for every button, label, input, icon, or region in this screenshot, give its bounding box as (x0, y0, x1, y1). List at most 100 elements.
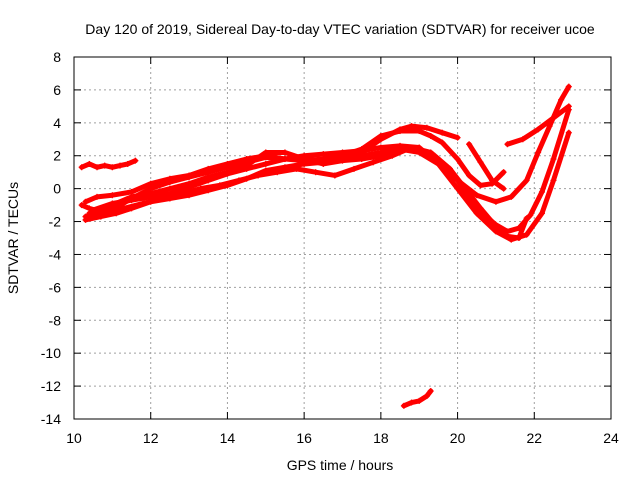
y-tick-label-4: 4 (53, 115, 61, 131)
y-tick-label-0: 0 (53, 181, 61, 197)
data-point-arc-10-3 (423, 392, 430, 399)
data-point-arc-3-22 (466, 172, 473, 179)
data-point-arc-1-2 (94, 164, 101, 171)
data-point-arc-3-17 (397, 128, 404, 135)
data-point-arc-9-4 (565, 103, 572, 110)
data-point-arc-7-0 (82, 216, 89, 223)
data-point-arc-6-23 (523, 231, 530, 238)
data-point-arc-3-16 (377, 132, 384, 139)
data-point-arc-4-21 (492, 198, 499, 205)
data-point-arc-6-20 (473, 210, 480, 217)
y-axis: -14 -12 -10 -8 -6 -4 -2 0 2 4 6 8 (41, 49, 611, 427)
data-point-arc-7-9 (243, 175, 250, 182)
data-point-arc-7-6 (186, 192, 193, 199)
data-point-arc-6-11 (301, 152, 308, 159)
data-point-arc-4-10 (281, 149, 288, 156)
data-point-arc-7-11 (281, 164, 288, 171)
y-tick-label-6: 6 (53, 82, 61, 98)
y-tick-label-8: 8 (53, 49, 61, 65)
data-point-arc-3-9 (243, 156, 250, 163)
x-tick-label-16: 16 (296, 430, 312, 446)
data-point-arc-4-23 (523, 177, 530, 184)
data-point-arc-2-22 (454, 134, 461, 141)
data-point-arc-1-1 (86, 160, 93, 167)
data-point-arc-9-0 (504, 141, 511, 148)
y-tick-label--12: -12 (41, 378, 61, 394)
data-point-arc-7-16 (377, 149, 384, 156)
data-point-arc-7-24 (504, 233, 511, 240)
data-point-arc-3-25 (500, 169, 507, 176)
data-point-arc-8-1 (477, 159, 484, 166)
data-point-arc-7-21 (462, 185, 469, 192)
data-point-arc-3-8 (224, 160, 231, 167)
x-tick-label-20: 20 (450, 430, 466, 446)
data-point-arc-3-5 (166, 175, 173, 182)
series-line-arc-8 (466, 141, 507, 192)
x-tick-label-18: 18 (373, 430, 389, 446)
data-point-arc-8-2 (489, 177, 496, 184)
data-point-arc-10-2 (416, 397, 423, 404)
data-point-arc-7-22 (477, 205, 484, 212)
data-point-arc-1-4 (109, 164, 116, 171)
data-point-arc-5-13 (331, 172, 338, 179)
series-arc-8 (466, 141, 507, 192)
data-point-arc-5-27 (550, 156, 557, 163)
data-point-arc-6-5 (186, 183, 193, 190)
data-point-arc-6-26 (565, 129, 572, 136)
data-point-arc-1-5 (117, 162, 124, 169)
data-point-arc-7-13 (320, 159, 327, 166)
data-point-arc-10-4 (427, 388, 434, 395)
data-point-arc-7-26 (523, 215, 530, 222)
data-point-arc-4-26 (558, 96, 565, 103)
data-point-arc-7-5 (166, 195, 173, 202)
data-point-arc-3-18 (416, 128, 423, 135)
data-point-arc-4-9 (262, 149, 269, 156)
data-point-arc-6-2 (128, 197, 135, 204)
y-tick-label--2: -2 (49, 214, 62, 230)
data-point-arc-3-6 (186, 172, 193, 179)
data-point-arc-8-3 (500, 185, 507, 192)
data-point-arc-2-0 (78, 202, 85, 209)
data-point-arc-8-0 (466, 141, 473, 148)
data-point-arc-2-19 (408, 123, 415, 130)
data-point-arc-9-3 (550, 114, 557, 121)
data-point-arc-3-2 (109, 192, 116, 199)
data-point-arc-6-9 (262, 160, 269, 167)
data-point-arc-4-20 (473, 192, 480, 199)
y-tick-label--8: -8 (49, 312, 62, 328)
data-point-arc-2-21 (439, 129, 446, 136)
data-point-arc-7-19 (431, 152, 438, 159)
data-point-arc-1-6 (124, 160, 131, 167)
data-point-arc-6-13 (339, 149, 346, 156)
data-point-arc-10-0 (400, 402, 407, 409)
data-point-arc-4-27 (565, 83, 572, 90)
data-point-arc-7-14 (339, 156, 346, 163)
data-point-arc-5-25 (527, 211, 534, 218)
data-point-arc-6-19 (454, 185, 461, 192)
data-point-arc-6-24 (538, 210, 545, 217)
data-point-arc-2-20 (423, 124, 430, 131)
data-point-arc-7-18 (416, 146, 423, 153)
y-tick-label--10: -10 (41, 345, 61, 361)
x-tick-label-14: 14 (220, 430, 236, 446)
data-point-arc-6-12 (320, 151, 327, 158)
series-layer (78, 83, 572, 409)
data-point-arc-6-7 (224, 170, 231, 177)
data-point-arc-7-2 (113, 210, 120, 217)
data-point-arc-6-1 (109, 200, 116, 207)
data-point-arc-7-3 (128, 205, 135, 212)
x-axis: 10 12 14 16 18 20 22 24 (66, 57, 619, 446)
data-point-arc-4-24 (535, 149, 542, 156)
x-tick-label-22: 22 (526, 430, 542, 446)
data-point-arc-3-20 (439, 139, 446, 146)
y-tick-label--14: -14 (41, 411, 61, 427)
data-point-arc-10-1 (408, 399, 415, 406)
y-tick-label--4: -4 (49, 246, 62, 262)
data-point-arc-7-15 (358, 152, 365, 159)
data-point-arc-7-25 (515, 235, 522, 241)
x-axis-label: GPS time / hours (287, 457, 394, 473)
data-point-arc-3-7 (205, 165, 212, 172)
data-point-arc-6-6 (205, 177, 212, 184)
